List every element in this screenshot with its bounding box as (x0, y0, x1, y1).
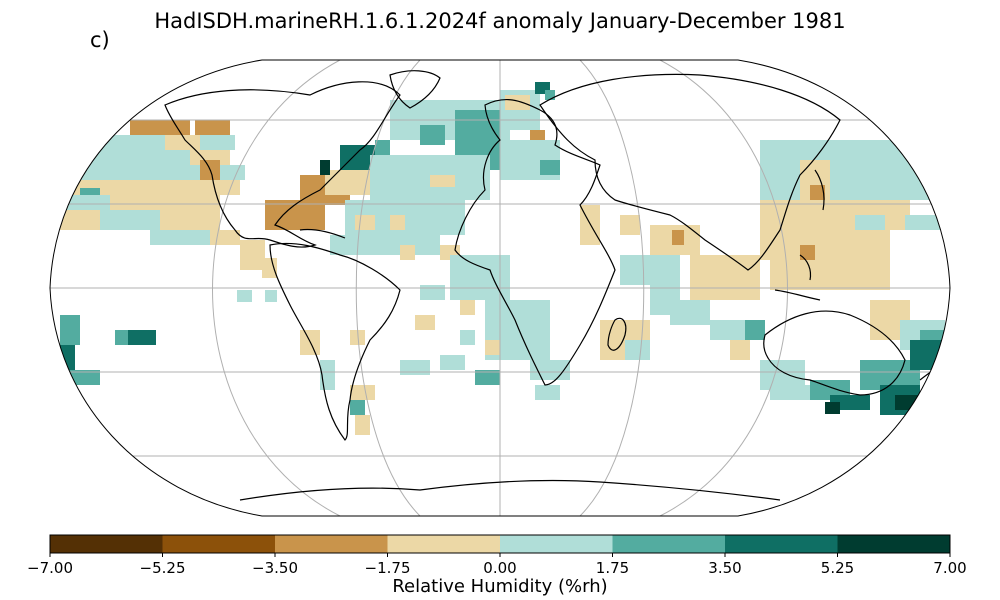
colorbar-bin-1 (162, 535, 275, 553)
colorbar-tick-label: 3.50 (708, 559, 742, 577)
map-boundary (49, 59, 951, 517)
colorbar-tick-label: −1.75 (364, 559, 411, 577)
colorbar-frame (49, 534, 951, 554)
panel-label: c) (90, 28, 110, 52)
colorbar-tick-label: −7.00 (27, 559, 73, 577)
colorbar-bin-4 (500, 535, 613, 553)
colorbar-label: Relative Humidity (%rh) (392, 576, 608, 597)
graticule (50, 60, 950, 516)
colorbar-bin-6 (725, 535, 838, 553)
anomaly-grid-cells (60, 82, 945, 435)
colorbar-bin-0 (50, 535, 163, 553)
colorbar (49, 535, 951, 557)
colorbar-tick-label: 1.75 (595, 559, 630, 577)
map-title: HadISDH.marineRH.1.6.1.2024f anomaly Jan… (154, 9, 846, 33)
colorbar-tick-label: −5.25 (139, 559, 186, 577)
colorbar-tick-label: 7.00 (933, 559, 967, 577)
colorbar-tick-label: −3.50 (252, 559, 298, 577)
colorbar-bin-2 (275, 535, 388, 553)
colorbar-bin-5 (612, 535, 725, 553)
colorbar-bin-3 (387, 535, 500, 553)
colorbar-bin-7 (837, 535, 950, 553)
colorbar-tick-label: 0.00 (483, 559, 517, 577)
coastlines (164, 70, 943, 501)
colorbar-tick-label: 5.25 (820, 559, 855, 577)
